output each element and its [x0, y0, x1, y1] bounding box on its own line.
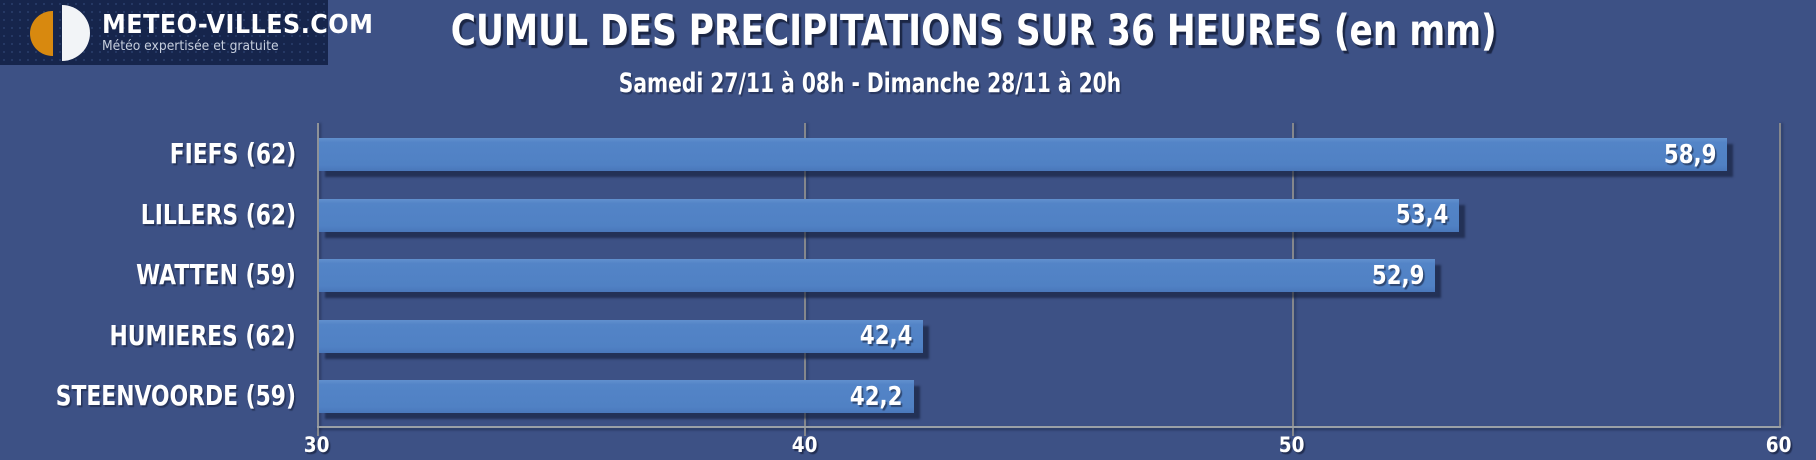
bar-watten-59: 52,9	[319, 259, 1435, 293]
bar-value-label: 53,4	[1396, 200, 1449, 231]
category-label-text: LILLERS (62)	[140, 197, 296, 231]
bar-humieres-62: 42,4	[319, 319, 924, 353]
category-label-text: FIEFS (62)	[169, 137, 296, 170]
category-label: FIEFS (62)	[0, 123, 296, 184]
x-tick-label-60: 60	[1749, 433, 1809, 457]
plot-area: 58,9 53,4 52,9 42,4 42,2	[317, 123, 1781, 436]
chart-title: CUMUL DES PRECIPITATIONS SUR 36 HEURES (…	[450, 6, 1497, 56]
axis-tick-mark-30	[317, 428, 319, 436]
category-label-text: STEENVOORDE (59)	[55, 379, 296, 413]
x-tick-label-text: 50	[1278, 433, 1305, 457]
x-tick-label-text: 40	[791, 433, 818, 457]
bar-value-label: 42,4	[860, 321, 913, 352]
category-label: LILLERS (62)	[0, 184, 296, 245]
x-tick-label-text: 60	[1766, 433, 1792, 457]
logo-title: METEO-VILLES.COM	[102, 10, 374, 40]
x-axis-line	[317, 426, 1781, 428]
axis-tick-mark-50	[1291, 428, 1294, 436]
bar-value-label: 52,9	[1371, 260, 1425, 291]
logo-tagline: Météo expertisée et gratuite	[102, 39, 279, 54]
meteo-villes-sun-icon	[0, 0, 100, 65]
x-tick-label-40: 40	[774, 433, 834, 457]
bar-value-label: 58,9	[1664, 139, 1717, 170]
category-label: WATTEN (59)	[0, 244, 296, 305]
axis-tick-mark-40	[804, 428, 807, 436]
chart-subtitle: Samedi 27/11 à 08h - Dimanche 28/11 à 20…	[618, 68, 1122, 99]
bar-value-label: 42,2	[850, 381, 903, 412]
x-tick-label-30: 30	[287, 433, 347, 457]
category-label-text: HUMIERES (62)	[109, 318, 296, 352]
category-label: HUMIERES (62)	[0, 305, 296, 366]
bar-lillers-62: 53,4	[319, 198, 1460, 232]
bar-steenvoorde-59: 42,2	[319, 380, 914, 414]
gridline-60	[1779, 123, 1781, 426]
category-axis-labels: FIEFS (62) LILLERS (62) WATTEN (59) HUMIERE…	[0, 123, 296, 426]
x-tick-label-text: 30	[304, 433, 330, 457]
x-tick-label-50: 50	[1262, 433, 1322, 457]
category-label: STEENVOORDE (59)	[0, 365, 296, 426]
bar-fiefs-62: 58,9	[319, 138, 1728, 171]
logo-orange-halfcircle-icon	[30, 11, 53, 56]
y-axis-line	[317, 123, 319, 434]
category-label-text: WATTEN (59)	[136, 258, 296, 292]
meteo-villes-logo: METEO-VILLES.COM Météo expertisée et gra…	[0, 0, 373, 65]
logo-white-halfcircle-icon	[62, 5, 90, 61]
